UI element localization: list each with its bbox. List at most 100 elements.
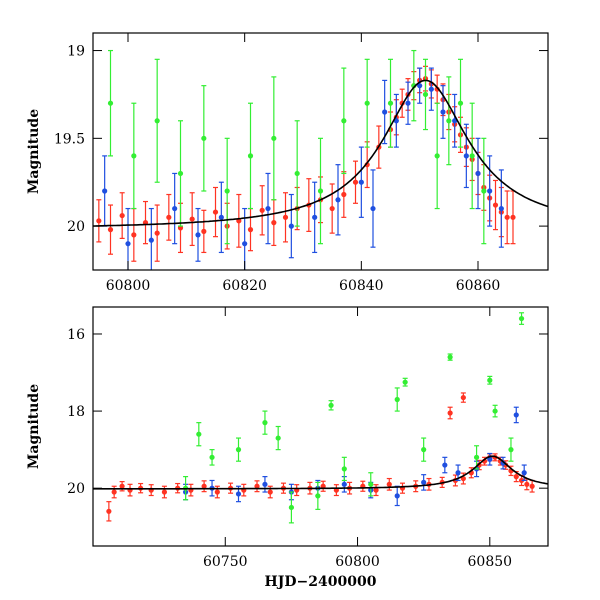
data-point — [422, 91, 429, 98]
data-point — [262, 420, 268, 426]
data-point — [317, 188, 324, 194]
data-point — [106, 508, 112, 514]
data-point — [455, 470, 461, 476]
bottom-panel: 60750 60800 60850 16 18 20 Magnitude HJD−240000… — [26, 306, 549, 590]
data-point — [195, 232, 201, 238]
data-point — [428, 86, 434, 92]
data-point — [312, 214, 318, 220]
data-point — [447, 354, 453, 360]
data-point — [271, 135, 277, 141]
y-axis-label: Magnitude — [26, 109, 42, 194]
data-point — [111, 489, 117, 495]
data-point — [315, 493, 321, 499]
data-point — [218, 214, 224, 220]
data-point — [492, 408, 498, 414]
x-tick-label: 60850 — [468, 554, 513, 570]
data-point — [457, 100, 464, 106]
data-point — [275, 435, 281, 441]
data-point — [487, 456, 493, 462]
data-point — [373, 487, 379, 493]
data-point — [446, 118, 452, 124]
data-point — [267, 489, 273, 495]
x-axis-label: HJD−2400000 — [265, 574, 377, 590]
data-point — [161, 489, 168, 495]
data-point — [364, 100, 370, 106]
data-point — [387, 100, 394, 106]
data-point — [402, 379, 408, 385]
x-tick-label: 60800 — [106, 278, 151, 294]
data-point — [131, 153, 137, 159]
data-point — [518, 315, 525, 322]
data-point — [394, 493, 400, 499]
data-point — [341, 466, 347, 472]
x-tick-label: 60750 — [203, 554, 248, 570]
data-point — [235, 491, 242, 497]
data-point — [447, 410, 453, 416]
data-point — [107, 227, 114, 233]
x-tick-label: 60840 — [339, 278, 384, 294]
model-curve — [93, 455, 548, 490]
data-point — [521, 470, 527, 476]
data-point — [368, 481, 374, 487]
data-point — [212, 209, 219, 215]
data-point — [189, 216, 195, 222]
x-tick-label: 60860 — [456, 278, 501, 294]
data-point — [201, 135, 207, 141]
y-tick-label: 20 — [67, 481, 85, 497]
data-point — [131, 232, 137, 238]
data-point — [177, 170, 184, 177]
data-point — [487, 188, 493, 194]
plot-frame — [92, 306, 549, 547]
data-point — [341, 191, 347, 198]
y-tick-label: 18 — [67, 404, 85, 420]
data-point — [469, 153, 475, 159]
data-point — [271, 220, 277, 226]
data-point — [201, 483, 207, 489]
data-point — [421, 479, 427, 485]
data-point — [96, 218, 102, 224]
data-point — [148, 237, 154, 243]
data-point — [518, 477, 525, 484]
data-point — [513, 412, 519, 418]
data-point — [154, 118, 160, 124]
model-curve — [93, 79, 548, 227]
plot-area — [93, 49, 548, 270]
data-point — [166, 214, 172, 220]
data-point — [434, 153, 440, 159]
data-point — [107, 100, 114, 106]
data-point — [341, 481, 347, 487]
data-point — [473, 454, 480, 460]
data-point — [475, 170, 481, 177]
y-tick-label: 19 — [67, 44, 85, 60]
data-point — [382, 109, 388, 115]
data-point — [209, 454, 215, 460]
data-point — [524, 481, 530, 487]
data-point — [119, 212, 125, 219]
data-point — [508, 447, 514, 453]
plot-area — [93, 312, 548, 524]
data-point — [370, 205, 376, 212]
data-point — [247, 227, 254, 233]
top-panel: 60800 60820 60840 60860 19 19.5 20 Magnitude — [26, 32, 549, 294]
data-point — [262, 481, 268, 487]
data-point — [341, 118, 347, 124]
data-point — [201, 228, 207, 234]
data-point — [442, 462, 448, 468]
data-point — [329, 205, 335, 212]
data-point — [265, 205, 271, 212]
data-point — [421, 447, 427, 453]
data-point — [125, 241, 131, 247]
data-point — [440, 109, 446, 115]
data-point — [510, 214, 516, 220]
data-point — [504, 214, 510, 220]
data-point — [119, 483, 125, 489]
data-point — [328, 402, 334, 408]
x-tick-label: 60800 — [335, 554, 380, 570]
data-point — [102, 188, 108, 194]
plot-frame — [92, 32, 549, 271]
data-point — [487, 377, 493, 383]
data-point — [224, 188, 230, 194]
data-point — [288, 223, 294, 229]
data-point — [386, 481, 392, 487]
data-point — [513, 474, 519, 480]
